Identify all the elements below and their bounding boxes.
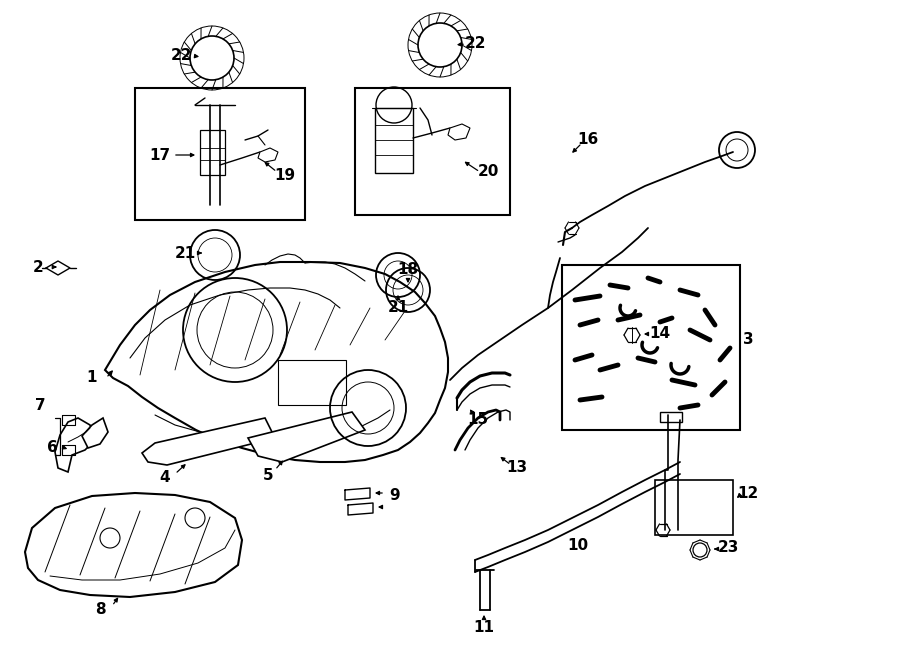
Text: 19: 19	[274, 167, 295, 182]
Polygon shape	[142, 418, 275, 465]
Polygon shape	[82, 418, 108, 448]
Text: 9: 9	[390, 488, 400, 502]
Text: 1: 1	[86, 371, 97, 385]
Text: 15: 15	[467, 412, 489, 428]
Text: 12: 12	[737, 485, 759, 500]
Bar	[355, 88, 510, 215]
Text: 23: 23	[717, 541, 739, 555]
Text: 14: 14	[650, 325, 670, 340]
Polygon shape	[55, 418, 95, 472]
Bar	[562, 265, 740, 430]
Text: 16: 16	[578, 132, 599, 147]
Polygon shape	[258, 148, 278, 162]
Text: 22: 22	[465, 36, 487, 50]
Text: 22: 22	[171, 48, 193, 63]
Text: 2: 2	[32, 260, 43, 274]
Bar	[655, 480, 733, 535]
Text: 13: 13	[507, 461, 527, 475]
Text: 6: 6	[47, 440, 58, 455]
Text: 21: 21	[175, 245, 195, 260]
Text: 3: 3	[743, 332, 753, 348]
Text: 18: 18	[398, 262, 418, 278]
Polygon shape	[25, 493, 242, 597]
Text: 21: 21	[387, 301, 409, 315]
Bar	[278, 360, 346, 405]
Text: 17: 17	[149, 147, 171, 163]
Bar	[135, 88, 305, 220]
Polygon shape	[105, 262, 448, 462]
Text: 5: 5	[263, 467, 274, 483]
Text: 7: 7	[35, 397, 45, 412]
Bar	[375, 108, 413, 173]
Bar	[660, 412, 682, 422]
Text: 10: 10	[567, 539, 589, 553]
Text: 4: 4	[159, 471, 170, 485]
Polygon shape	[248, 412, 365, 462]
Text: 20: 20	[477, 165, 499, 180]
Polygon shape	[448, 124, 470, 140]
Bar	[200, 130, 225, 175]
Text: 11: 11	[473, 621, 494, 635]
Text: 8: 8	[94, 602, 105, 617]
